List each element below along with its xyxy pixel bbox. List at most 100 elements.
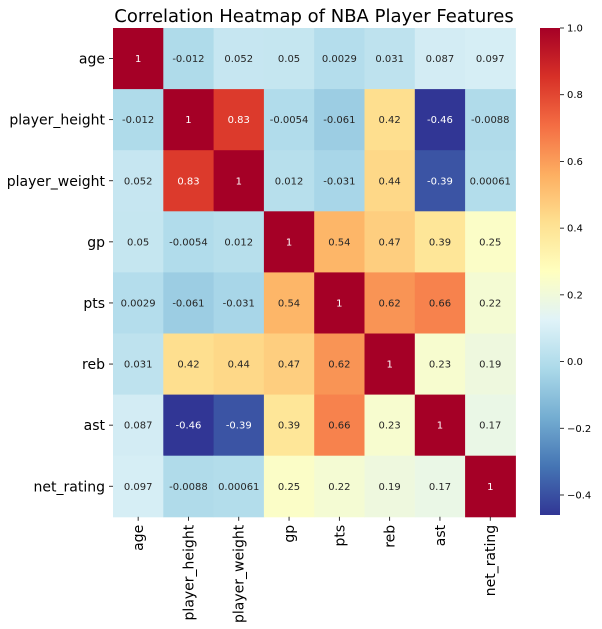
heatmap-cell	[465, 150, 516, 212]
cell-annotation: 1	[286, 237, 292, 248]
heatmap-cell	[163, 333, 215, 396]
heatmap-cell	[213, 150, 265, 212]
heatmap-cell	[414, 455, 466, 518]
heatmap-cell	[314, 333, 365, 396]
cell-annotation: 0.22	[479, 298, 501, 309]
y-tick-label: net_rating	[34, 479, 105, 495]
cell-annotation: 0.25	[278, 482, 300, 493]
heatmap-cell	[414, 28, 466, 90]
cell-annotation: -0.031	[223, 298, 255, 309]
heatmap-cell	[314, 211, 365, 273]
cell-annotation: 0.47	[278, 360, 300, 371]
heatmap-cell	[314, 272, 365, 334]
colorbar-tick-label: −0.4	[567, 490, 591, 501]
heatmap-cell	[414, 211, 466, 273]
heatmap-cell	[263, 28, 315, 90]
heatmap-annotations: 1 -0.012 0.052 0.05 0.0029 0.031 0.087 0.097 -0.…	[121, 54, 511, 493]
heatmap-cell	[465, 333, 516, 396]
cell-annotation: -0.0054	[169, 237, 208, 248]
cell-annotation: 1	[386, 360, 392, 371]
heatmap-cell	[163, 211, 215, 273]
colorbar: 1.0 0.8 0.6 0.4 0.2 0.0 −0.2 −0.4	[540, 24, 591, 515]
cell-annotation: 0.00061	[470, 176, 511, 187]
cell-annotation: 0.05	[278, 54, 300, 65]
cell-annotation: -0.012	[172, 54, 204, 65]
heatmap-cell	[314, 150, 365, 212]
cell-annotation: 0.39	[429, 237, 451, 248]
heatmap-cell	[364, 211, 416, 273]
cell-annotation: 0.42	[379, 115, 401, 126]
cell-annotation: 1	[135, 54, 141, 65]
heatmap-cell	[263, 455, 315, 518]
cell-annotation: 0.25	[479, 237, 501, 248]
cell-annotation: 0.087	[426, 54, 455, 65]
heatmap-cell	[163, 28, 215, 90]
cell-annotation: -0.012	[122, 115, 154, 126]
cell-annotation: 1	[487, 482, 493, 493]
heatmap-cell	[465, 89, 516, 151]
heatmap-cell	[263, 150, 315, 212]
heatmap-cell	[465, 272, 516, 334]
cell-annotation: 1	[437, 421, 443, 432]
heatmap-cell	[263, 333, 315, 396]
x-tick-label: gp	[282, 525, 298, 543]
heatmap-cell	[414, 333, 466, 396]
heatmap-cell	[314, 394, 365, 457]
heatmap-cell	[113, 455, 164, 518]
x-tick-label: net_rating	[483, 525, 499, 596]
heatmap-cell	[213, 394, 265, 457]
heatmap-cell	[113, 211, 164, 273]
chart-title: Correlation Heatmap of NBA Player Featur…	[114, 6, 513, 27]
cell-annotation: 0.17	[479, 421, 501, 432]
heatmap-cell	[213, 28, 265, 90]
cell-annotation: -0.46	[176, 421, 202, 432]
cell-annotation: 0.031	[124, 360, 153, 371]
y-tick-label: reb	[82, 357, 105, 373]
colorbar-tick-label: 1.0	[567, 24, 583, 35]
heatmap-cell	[263, 272, 315, 334]
heatmap-cell	[414, 89, 466, 151]
heatmap-cell	[364, 28, 416, 90]
cell-annotation: -0.061	[172, 298, 204, 309]
heatmap-cell	[364, 150, 416, 212]
colorbar-tick-label: 0.6	[567, 157, 583, 168]
heatmap-cell	[163, 150, 215, 212]
heatmap-cell	[364, 455, 416, 518]
cell-annotation: 0.22	[328, 482, 350, 493]
heatmap-cell	[314, 455, 365, 518]
cell-annotation: -0.0054	[270, 115, 309, 126]
cell-annotation: 0.052	[124, 176, 153, 187]
cell-annotation: -0.0088	[471, 115, 510, 126]
cell-annotation: 0.052	[224, 54, 253, 65]
x-tick-label: reb	[383, 525, 399, 548]
cell-annotation: 0.66	[328, 421, 350, 432]
cell-annotation: 0.0029	[121, 298, 156, 309]
cell-annotation: -0.39	[427, 176, 453, 187]
y-tick-label: player_height	[9, 113, 105, 129]
cell-annotation: 0.17	[429, 482, 451, 493]
heatmap-cell	[163, 394, 215, 457]
heatmap-cell	[263, 211, 315, 273]
x-tick-label: pts	[332, 525, 348, 547]
cell-annotation: 0.19	[479, 360, 501, 371]
heatmap-cell	[263, 394, 315, 457]
heatmap-cell	[163, 455, 215, 518]
cell-annotation: 1	[336, 298, 342, 309]
cell-annotation: 0.19	[379, 482, 401, 493]
heatmap-cell	[414, 150, 466, 212]
heatmap-cell	[364, 333, 416, 396]
y-tick-label: ast	[84, 418, 106, 434]
x-tick-label: player_height	[181, 524, 197, 620]
cell-annotation: 0.54	[278, 298, 300, 309]
colorbar-gradient	[540, 28, 560, 515]
heatmap-cell	[465, 28, 516, 90]
cell-annotation: 0.0029	[322, 54, 357, 65]
cell-annotation: 0.031	[375, 54, 404, 65]
heatmap-cell	[163, 272, 215, 334]
colorbar-tick-label: 0.8	[567, 90, 583, 101]
heatmap-cell	[364, 272, 416, 334]
cell-annotation: 0.00061	[218, 482, 259, 493]
cell-annotation: 0.097	[124, 482, 153, 493]
cell-annotation: 0.62	[328, 360, 350, 371]
